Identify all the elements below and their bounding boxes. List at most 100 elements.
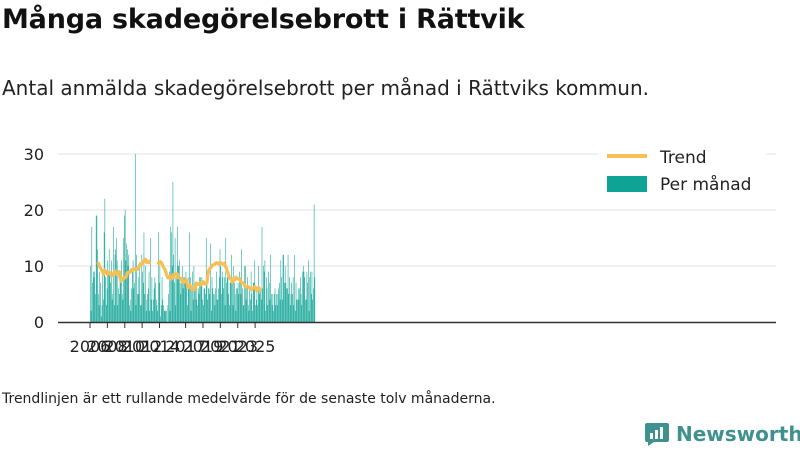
- trend-series: [96, 257, 262, 293]
- bar: [292, 277, 294, 322]
- bar: [99, 271, 101, 322]
- bar: [289, 305, 291, 322]
- x-tick-label: 2010: [104, 337, 145, 356]
- bar: [208, 288, 210, 322]
- x-tick-label: 2023: [217, 337, 258, 356]
- bar: [173, 254, 174, 322]
- bar: [163, 305, 164, 322]
- bar: [220, 266, 221, 322]
- bar: [150, 299, 152, 322]
- y-tick-label: 0: [34, 313, 44, 332]
- bar: [264, 260, 266, 322]
- bar: [206, 277, 208, 322]
- bar: [172, 182, 174, 322]
- bar: [282, 254, 284, 322]
- bar: [203, 288, 205, 322]
- bar: [218, 288, 219, 322]
- bar: [225, 238, 227, 322]
- bar: [127, 266, 129, 322]
- bar: [158, 282, 160, 322]
- bar: [306, 271, 308, 322]
- bar: [268, 282, 270, 322]
- bar: [224, 305, 226, 322]
- bar: [248, 310, 250, 322]
- bar: [203, 305, 204, 322]
- bar: [219, 249, 221, 322]
- footnote: Trendlinjen är ett rullande medelvärde f…: [2, 391, 496, 407]
- bar: [145, 266, 146, 322]
- bar: [107, 260, 109, 322]
- bar: [162, 299, 164, 322]
- bar: [93, 277, 95, 322]
- legend-label-per-month: Per månad: [660, 174, 751, 195]
- x-tick-label: 2017: [165, 337, 206, 356]
- bar: [237, 282, 239, 322]
- bar: [294, 254, 295, 322]
- bar: [262, 288, 263, 322]
- bar: [124, 210, 126, 322]
- bar: [179, 260, 180, 322]
- bar: [199, 277, 200, 322]
- bar: [211, 310, 212, 322]
- bar: [92, 282, 93, 322]
- bar: [303, 271, 305, 322]
- bar: [284, 282, 285, 322]
- bar: [239, 271, 240, 322]
- bar: [310, 271, 311, 322]
- bar: [200, 282, 202, 322]
- bar: [152, 310, 153, 322]
- bar: [170, 226, 172, 322]
- bar: [159, 266, 161, 322]
- bar: [157, 310, 158, 322]
- bar: [297, 288, 299, 322]
- bar: [249, 288, 250, 322]
- bar: [217, 299, 219, 322]
- bar: [119, 294, 120, 322]
- bar: [242, 305, 244, 322]
- bar: [238, 294, 240, 322]
- bar: [194, 288, 195, 322]
- bar: [267, 305, 269, 322]
- bar: [211, 277, 213, 322]
- trend-line: [96, 257, 151, 283]
- bar: [221, 271, 223, 322]
- bar: [197, 288, 199, 322]
- bar: [105, 277, 106, 322]
- bar: [266, 277, 267, 322]
- bar: [137, 294, 138, 322]
- bar: [163, 310, 165, 322]
- bar: [146, 299, 148, 322]
- bar: [129, 299, 131, 322]
- bar: [280, 260, 282, 322]
- bar: [247, 277, 248, 322]
- bar: [134, 154, 136, 322]
- bar: [90, 266, 91, 322]
- x-tick-label: 2021: [200, 337, 241, 356]
- y-tick-label: 20: [24, 201, 44, 220]
- bar: [215, 288, 216, 322]
- bar: [142, 271, 143, 322]
- bar: [245, 266, 246, 322]
- x-tick-label: 2012: [122, 337, 163, 356]
- bar: [122, 299, 124, 322]
- bar: [151, 277, 153, 322]
- bar: [234, 294, 236, 322]
- bar: [117, 305, 119, 322]
- bar: [101, 305, 103, 322]
- bar: [165, 310, 166, 322]
- bar: [131, 288, 132, 322]
- bar: [289, 277, 290, 322]
- x-tick-label: 2025: [235, 337, 276, 356]
- bar: [260, 299, 262, 322]
- bar: [156, 305, 158, 322]
- bar: [313, 288, 314, 322]
- bar: [148, 271, 150, 322]
- bar: [235, 310, 237, 322]
- y-axis-ticks: 0 10 20 30: [24, 145, 44, 332]
- bar: [256, 288, 258, 322]
- bar: [138, 294, 140, 322]
- bar: [269, 299, 271, 322]
- bar: [233, 266, 235, 322]
- bar: [273, 310, 274, 322]
- bar: [169, 271, 170, 322]
